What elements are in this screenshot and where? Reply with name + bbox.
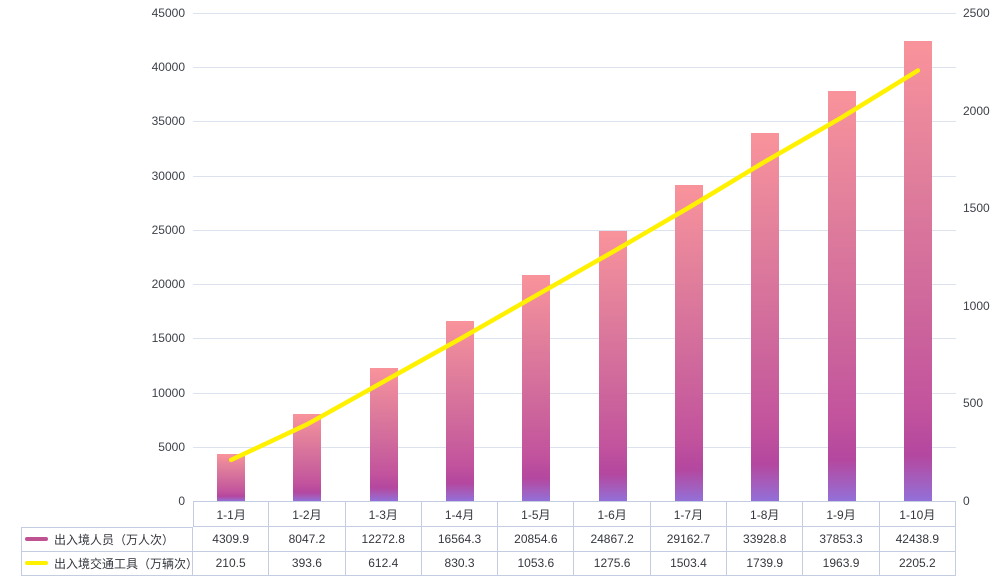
bar: [827, 90, 856, 501]
category-header-cell: 1-4月: [421, 501, 499, 527]
legend-label: 出入境人员（万人次）: [54, 532, 175, 547]
category-header-cell: 1-2月: [269, 501, 346, 527]
value-cell: 2205.2: [879, 551, 956, 576]
value-cell: 42438.9: [879, 527, 956, 552]
y-axis-right-label: 500: [963, 396, 984, 411]
category-header-cell: 1-6月: [574, 501, 651, 527]
traffic-line: [228, 68, 921, 463]
data-table: 1-1月 1-2月 1-3月 1-4月 1-5月 1-6月 1-7月 1-8月 1-9月 1-10…: [21, 501, 956, 576]
value-cell: 29162.7: [650, 527, 728, 552]
value-cell: 8047.2: [269, 527, 346, 552]
category-header-cell: 1-3月: [345, 501, 422, 527]
bar: [217, 454, 246, 501]
category-header-cell: 1-9月: [803, 501, 880, 527]
y-axis-right-label: 1000: [963, 298, 990, 313]
legend-header-cell: [21, 501, 193, 527]
value-cell: 210.5: [193, 551, 270, 576]
category-header-cell: 1-10月: [879, 501, 956, 527]
bar: [903, 40, 932, 501]
y-axis-left-label: 10000: [151, 385, 185, 400]
category-header-cell: 1-7月: [650, 501, 728, 527]
y-axis-left-label: 45000: [151, 6, 185, 20]
category-header-cell: 1-1月: [193, 501, 270, 527]
value-cell: 1503.4: [650, 551, 728, 576]
y-axis-left-label: 0: [178, 494, 185, 508]
value-cell: 830.3: [421, 551, 499, 576]
y-axis-left-label: 25000: [151, 222, 185, 237]
legend-item: 出入境人员（万人次）: [21, 527, 193, 552]
value-cell: 20854.6: [498, 527, 575, 552]
value-cell: 1053.6: [498, 551, 575, 576]
value-cell: 1963.9: [803, 551, 880, 576]
value-cell: 393.6: [269, 551, 346, 576]
bar: [293, 413, 322, 501]
gridline: [193, 67, 956, 69]
value-cell: 37853.3: [803, 527, 880, 552]
y-axis-left-label: 40000: [151, 60, 185, 75]
y-axis-left-label: 20000: [151, 277, 185, 292]
value-cell: 1275.6: [574, 551, 651, 576]
legend-label: 出入境交通工具（万辆次）: [54, 556, 193, 571]
y-axis-left-label: 15000: [151, 331, 185, 346]
y-axis-right-label: 1500: [963, 201, 990, 216]
bar: [598, 231, 627, 501]
value-cell: 4309.9: [193, 527, 270, 552]
legend-item: 出入境交通工具（万辆次）: [21, 551, 193, 576]
bar: [522, 274, 551, 501]
value-cell: 33928.8: [727, 527, 804, 552]
bar-series-swatch: [25, 537, 48, 542]
bar: [751, 133, 780, 501]
bar: [369, 367, 398, 501]
gridline: [193, 13, 956, 14]
category-header-cell: 1-8月: [727, 501, 804, 527]
y-axis-right-label: 0: [963, 494, 970, 508]
y-axis-right-label: 2500: [963, 6, 990, 20]
bar: [675, 184, 703, 501]
y-axis-left-label: 35000: [151, 114, 185, 129]
value-cell: 12272.8: [345, 527, 422, 552]
value-cell: 1739.9: [727, 551, 804, 576]
y-axis-right-label: 2000: [963, 103, 990, 118]
line-series-swatch: [25, 561, 48, 566]
y-axis-left-label: 30000: [151, 168, 185, 183]
value-cell: 16564.3: [421, 527, 499, 552]
bar: [446, 321, 475, 501]
value-cell: 612.4: [345, 551, 422, 576]
category-header-cell: 1-5月: [498, 501, 575, 527]
y-axis-left-label: 5000: [158, 439, 185, 454]
value-cell: 24867.2: [574, 527, 651, 552]
